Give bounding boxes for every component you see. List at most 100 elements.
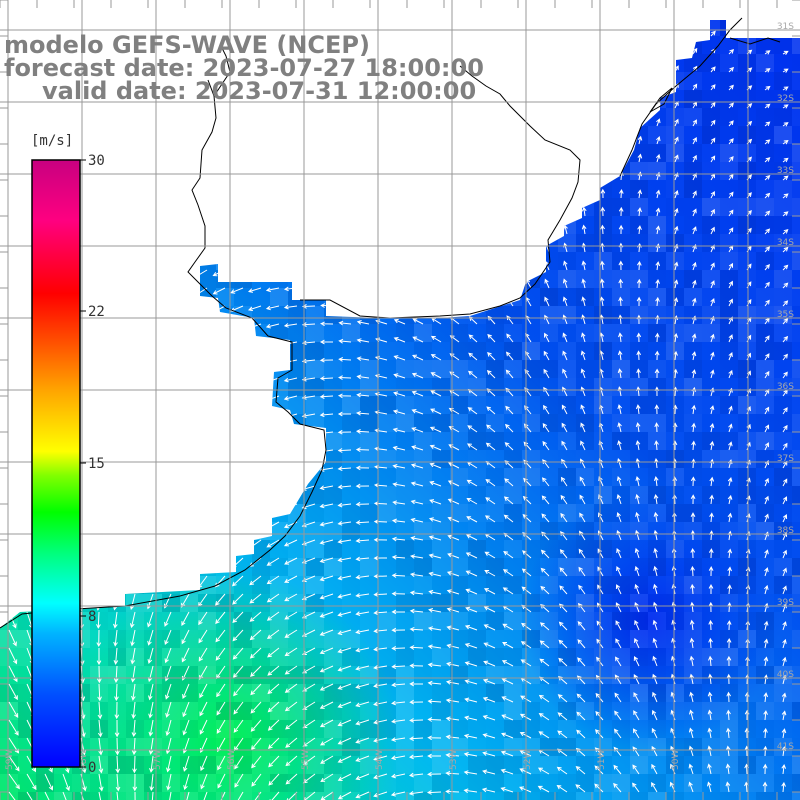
pixel-cell — [342, 270, 360, 288]
pixel-cell — [594, 558, 612, 576]
pixel-cell — [324, 216, 342, 234]
wave-arrow — [25, 449, 31, 467]
pixel-cell — [90, 486, 108, 504]
pixel-cell — [198, 756, 216, 774]
wave-arrow — [337, 719, 352, 727]
wave-arrow — [162, 485, 172, 500]
wave-arrow — [147, 611, 154, 628]
pixel-cell — [414, 324, 432, 342]
pixel-cell — [594, 90, 612, 108]
wave-arrow — [180, 575, 190, 590]
pixel-cell — [216, 558, 234, 576]
pixel-cell — [630, 36, 648, 54]
wave-arrow — [708, 601, 714, 613]
wave-arrow — [565, 10, 569, 18]
wave-arrow — [142, 269, 154, 281]
pixel-cell — [756, 792, 774, 800]
wave-arrow — [636, 260, 642, 271]
pixel-cell — [396, 396, 414, 414]
wave-arrow — [581, 206, 587, 217]
pixel-cell — [198, 360, 216, 378]
wave-arrow — [395, 155, 406, 163]
pixel-cell — [216, 252, 234, 270]
pixel-cell — [522, 612, 540, 630]
pixel-cell — [306, 234, 324, 252]
wave-arrow — [230, 179, 244, 185]
pixel-cell — [576, 306, 594, 324]
pixel-cell — [162, 252, 180, 270]
wave-arrow — [526, 152, 532, 163]
wave-arrow — [726, 637, 732, 649]
pixel-cell — [648, 72, 666, 90]
pixel-cell — [234, 486, 252, 504]
pixel-cell — [378, 612, 396, 630]
wave-arrow — [283, 377, 298, 383]
pixel-cell — [198, 630, 216, 648]
pixel-cell — [558, 342, 576, 360]
pixel-cell — [414, 522, 432, 540]
pixel-cell — [774, 504, 792, 522]
wave-arrow — [212, 323, 226, 332]
pixel-cell — [396, 792, 414, 800]
pixel-cell — [558, 108, 576, 126]
wave-arrow — [199, 719, 208, 735]
wave-arrow — [725, 781, 731, 793]
pixel-cell — [792, 72, 800, 90]
wave-arrow — [582, 134, 588, 145]
wave-arrow — [489, 207, 496, 217]
wave-arrow — [266, 485, 280, 493]
pixel-cell — [486, 162, 504, 180]
wave-arrow — [412, 336, 424, 343]
wave-arrow — [674, 118, 679, 127]
pixel-cell — [108, 486, 126, 504]
pixel-cell — [396, 594, 414, 612]
wave-arrow — [636, 278, 642, 289]
wave-arrow — [232, 611, 244, 624]
pixel-cell — [54, 792, 72, 800]
pixel-cell — [468, 270, 486, 288]
pixel-cell — [126, 270, 144, 288]
wave-arrow — [132, 791, 138, 800]
pixel-cell — [774, 36, 792, 54]
wave-arrow — [782, 32, 789, 38]
wave-arrow — [398, 11, 405, 18]
wave-arrow — [691, 422, 696, 433]
pixel-cell — [216, 180, 234, 198]
pixel-cell — [630, 756, 648, 774]
pixel-cell — [504, 738, 522, 756]
pixel-cell — [414, 270, 432, 288]
wave-arrow — [485, 497, 496, 505]
wave-arrow — [23, 269, 28, 286]
wave-arrow — [614, 692, 622, 703]
pixel-cell — [108, 414, 126, 432]
pixel-cell — [558, 234, 576, 252]
wave-arrow — [692, 47, 698, 55]
pixel-cell — [126, 414, 144, 432]
pixel-cell — [198, 594, 216, 612]
wave-arrow — [782, 104, 789, 109]
pixel-cell — [684, 216, 702, 234]
pixel-cell — [72, 108, 90, 126]
pixel-cell — [666, 540, 684, 558]
wave-arrow — [143, 323, 154, 336]
pixel-cell — [378, 576, 396, 594]
wave-arrow — [409, 608, 424, 614]
wave-arrow — [146, 539, 154, 555]
wave-arrow — [601, 63, 606, 73]
wave-arrow — [125, 251, 136, 264]
pixel-cell — [684, 702, 702, 720]
pixel-cell — [684, 342, 702, 360]
wave-arrow — [8, 485, 15, 503]
wave-arrow — [764, 424, 770, 433]
wave-arrow — [115, 737, 120, 756]
pixel-cell — [378, 20, 396, 36]
pixel-cell — [486, 108, 504, 126]
pixel-cell — [108, 108, 126, 126]
wave-arrow — [355, 647, 370, 653]
pixel-cell — [450, 360, 468, 378]
wave-arrow — [564, 27, 570, 36]
pixel-cell — [702, 360, 720, 378]
wave-arrow — [159, 161, 172, 170]
pixel-cell — [684, 360, 702, 378]
wave-arrow — [468, 334, 478, 343]
